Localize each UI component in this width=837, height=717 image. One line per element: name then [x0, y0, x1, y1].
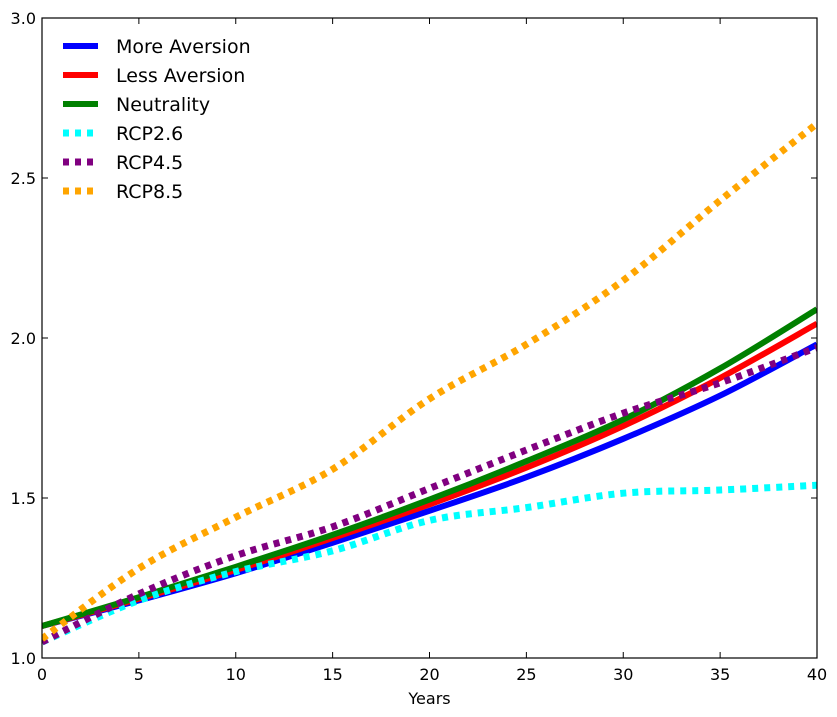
x-axis-title: Years: [407, 689, 450, 708]
series-line-rcp8-5: [42, 120, 817, 642]
legend-label-rcp4-5: RCP4.5: [116, 152, 183, 174]
series-line-rcp4-5: [42, 344, 817, 646]
tick-label-layer: 0 5 10 15 20 25 30 35 40 1.0 1.5 2.0 2.5 3.0: [11, 9, 828, 684]
series-line-rcp2-6: [42, 481, 817, 646]
y-tick-label: 2.5: [11, 169, 36, 188]
y-tick-label: 3.0: [11, 9, 36, 28]
legend-label-more-aversion: More Aversion: [116, 36, 251, 58]
y-tick-label: 1.5: [11, 489, 36, 508]
legend-label-neutrality: Neutrality: [116, 94, 210, 116]
legend-label-rcp8-5: RCP8.5: [116, 181, 183, 203]
x-tick-label: 25: [516, 665, 536, 684]
x-tick-label: 30: [613, 665, 633, 684]
legend-label-rcp2-6: RCP2.6: [116, 123, 183, 145]
y-tick-label: 1.0: [11, 649, 36, 668]
x-tick-label: 40: [807, 665, 827, 684]
legend-label-less-aversion: Less Aversion: [116, 65, 245, 87]
x-tick-label: 10: [226, 665, 246, 684]
x-tick-label: 35: [710, 665, 730, 684]
x-tick-label: 20: [419, 665, 439, 684]
series-layer: [42, 120, 817, 646]
x-tick-label: 0: [37, 665, 47, 684]
legend: More Aversion Less Aversion Neutrality RCP2…: [63, 36, 251, 203]
y-tick-label: 2.0: [11, 329, 36, 348]
x-tick-label: 5: [134, 665, 144, 684]
tick-layer: [41, 17, 818, 659]
x-tick-label: 15: [322, 665, 342, 684]
